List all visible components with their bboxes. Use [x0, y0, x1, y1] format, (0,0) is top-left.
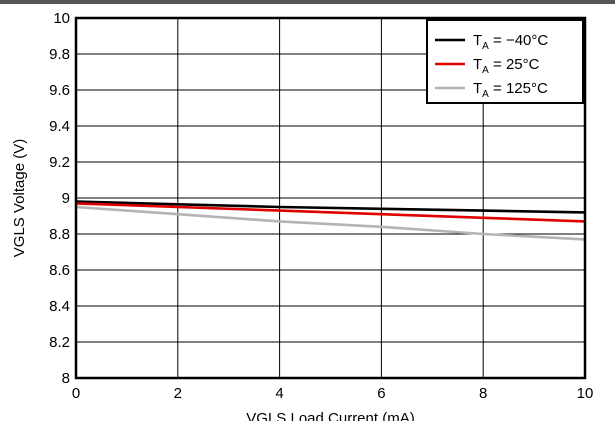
y-tick-label: 8.2 — [49, 334, 70, 351]
legend-label: TA = 125°C — [473, 80, 548, 100]
series-line-0 — [75, 200, 586, 214]
plot-area-border — [74, 16, 587, 380]
legend: TA = −40°C TA = 25°C TA = 125°C — [426, 19, 584, 104]
series-line-2 — [75, 205, 586, 241]
y-tick-label: 8.4 — [49, 298, 70, 315]
series-lines — [75, 200, 586, 241]
x-tick-label: 2 — [174, 385, 182, 402]
x-tick-label: 8 — [479, 385, 487, 402]
y-tick-label: 9.4 — [49, 118, 70, 135]
y-tick-label: 9.8 — [49, 46, 70, 63]
y-axis-label: VGLS Voltage (V) — [11, 139, 28, 257]
y-tick-label: 9.2 — [49, 154, 70, 171]
x-axis-label: VGLS Load Current (mA) — [246, 410, 414, 421]
x-tick-label: 6 — [377, 385, 385, 402]
series-line-1 — [75, 202, 586, 223]
legend-label: TA = 25°C — [473, 56, 540, 76]
y-tick-label: 8.8 — [49, 226, 70, 243]
x-tick-label: 10 — [577, 385, 594, 402]
y-tick-label: 8.6 — [49, 262, 70, 279]
legend-label: TA = −40°C — [473, 32, 548, 52]
y-tick-label: 9 — [62, 190, 70, 207]
x-tick-label: 4 — [275, 385, 283, 402]
y-tick-label: 8 — [62, 370, 70, 387]
legend-box — [426, 19, 584, 104]
top-border — [0, 0, 615, 4]
x-tick-label: 0 — [72, 385, 80, 402]
tick-labels: 8 8.2 8.4 8.6 8.8 9 9.2 9.4 9.6 9.8 10 0 2 4 6 8 10 — [49, 10, 593, 402]
y-tick-label: 10 — [53, 10, 70, 27]
y-tick-label: 9.6 — [49, 82, 70, 99]
